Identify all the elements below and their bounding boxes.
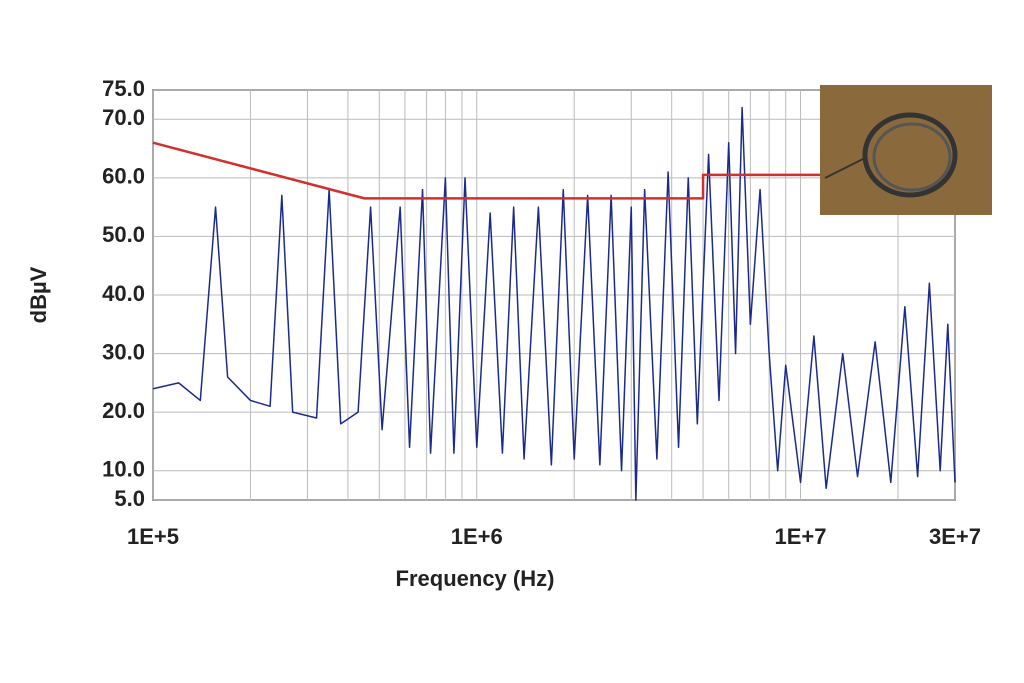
x-axis-label: Frequency (Hz): [396, 566, 555, 591]
marks: [152, 106, 956, 501]
cable-coil: [862, 112, 958, 198]
cable-coil: [872, 122, 952, 192]
cable-end: [824, 157, 866, 179]
y-tick-label: 50.0: [102, 222, 145, 247]
y-tick-label: 5.0: [114, 486, 145, 511]
x-tick-label: 1E+7: [775, 524, 827, 549]
y-tick-label: 40.0: [102, 281, 145, 306]
inset-photo: [820, 85, 992, 215]
series-line: [152, 141, 955, 200]
y-tick-label: 30.0: [102, 339, 145, 364]
y-tick-label: 75.0: [102, 76, 145, 101]
series-line: [152, 106, 956, 501]
y-axis-label: dBµV: [26, 266, 51, 323]
x-tick-label: 1E+6: [451, 524, 503, 549]
x-tick-label: 3E+7: [929, 524, 981, 549]
y-tick-label: 70.0: [102, 105, 145, 130]
y-tick-label: 20.0: [102, 398, 145, 423]
y-tick-label: 10.0: [102, 457, 145, 482]
y-tick-label: 60.0: [102, 164, 145, 189]
x-tick-label: 1E+5: [127, 524, 179, 549]
